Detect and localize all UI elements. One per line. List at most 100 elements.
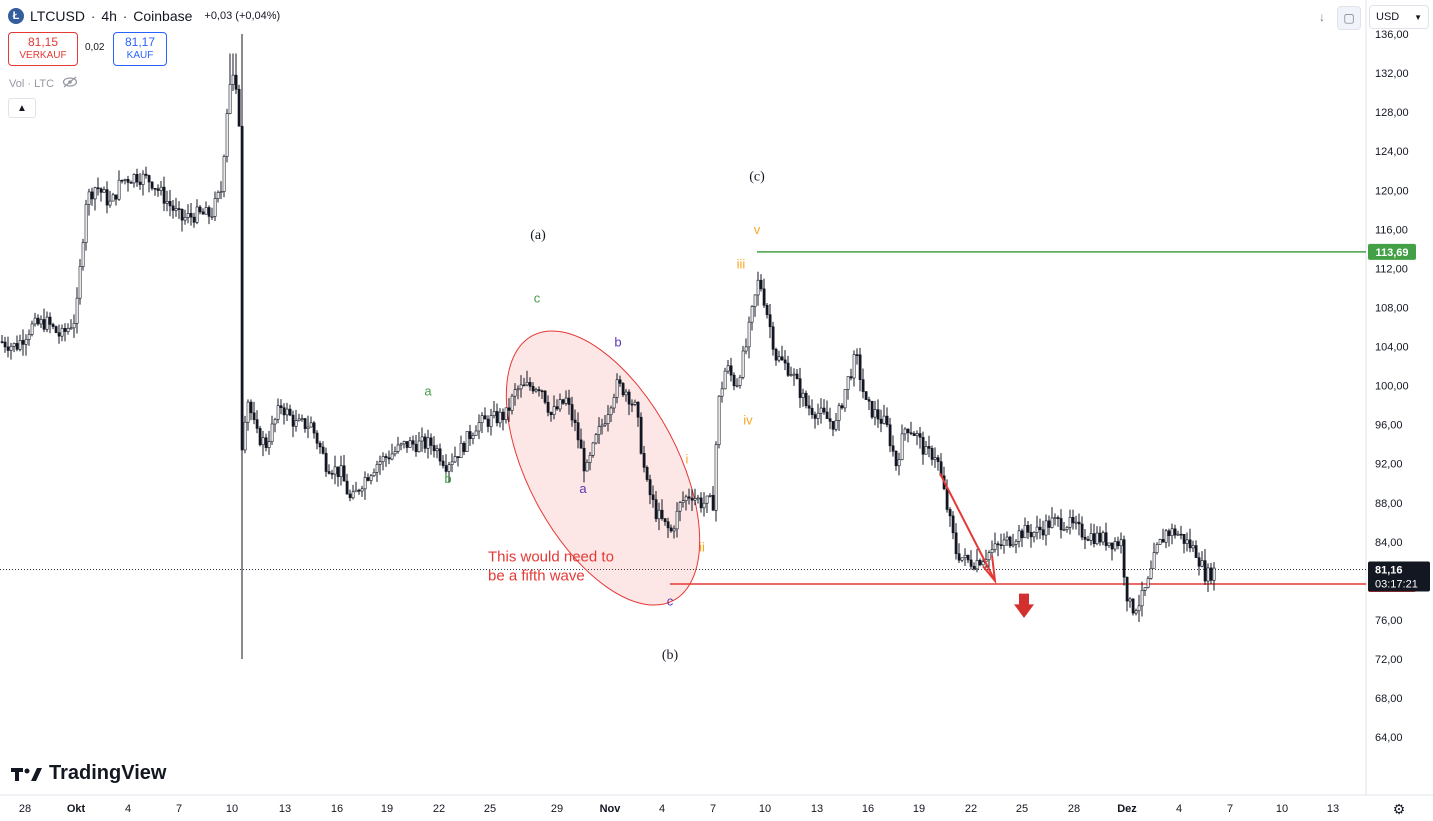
wave-label: (a) bbox=[530, 228, 546, 243]
time-tick-label: 13 bbox=[1327, 803, 1339, 815]
candle bbox=[585, 462, 589, 472]
candle bbox=[501, 411, 505, 421]
collapse-legend-button[interactable]: ▲ bbox=[8, 98, 36, 118]
candle bbox=[1068, 517, 1072, 528]
candle bbox=[45, 316, 49, 330]
buy-button[interactable]: 81,17 KAUF bbox=[113, 32, 167, 66]
candle bbox=[105, 189, 109, 206]
candle bbox=[957, 553, 961, 561]
candle bbox=[213, 198, 217, 217]
candle bbox=[1089, 533, 1093, 541]
currency-select[interactable]: USD ▼ bbox=[1369, 5, 1429, 29]
candle bbox=[174, 208, 178, 211]
price-tick-label: 92,00 bbox=[1375, 459, 1403, 471]
candle bbox=[849, 376, 853, 379]
candle bbox=[1155, 544, 1159, 553]
settings-gear-icon[interactable]: ⚙ bbox=[1392, 800, 1406, 817]
candle bbox=[969, 559, 973, 567]
tradingview-brand: TradingView bbox=[49, 762, 167, 784]
candle bbox=[549, 412, 553, 415]
sell-button[interactable]: 81,15 VERKAUF bbox=[8, 32, 78, 66]
candle bbox=[588, 455, 592, 463]
volume-indicator[interactable]: Vol · LTC bbox=[9, 76, 78, 91]
candle bbox=[147, 175, 151, 183]
candle bbox=[621, 383, 625, 396]
candle bbox=[207, 207, 211, 217]
price-tick-label: 116,00 bbox=[1375, 224, 1408, 236]
candle bbox=[630, 403, 634, 406]
candle bbox=[681, 500, 685, 503]
time-tick-label: 16 bbox=[331, 803, 343, 815]
tradingview-logo[interactable]: TradingView bbox=[11, 762, 166, 785]
price-tick-label: 128,00 bbox=[1375, 107, 1409, 119]
candle bbox=[198, 206, 202, 213]
candle bbox=[369, 475, 373, 481]
symbol-name[interactable]: LTCUSD bbox=[30, 8, 85, 24]
candle bbox=[690, 497, 694, 501]
time-tick-label: 13 bbox=[279, 803, 291, 815]
time-tick-label: 4 bbox=[125, 803, 131, 815]
candle bbox=[561, 399, 565, 404]
candle bbox=[579, 439, 583, 449]
wave-label: iii bbox=[737, 256, 746, 271]
candle bbox=[1083, 536, 1087, 540]
candle bbox=[78, 266, 82, 299]
trend-arrow-line[interactable] bbox=[939, 472, 996, 582]
candle bbox=[972, 566, 976, 570]
candle bbox=[342, 465, 346, 482]
candle bbox=[951, 515, 955, 534]
time-tick-label: 28 bbox=[1068, 803, 1080, 815]
candle bbox=[987, 552, 991, 561]
candle bbox=[627, 391, 631, 405]
candle bbox=[900, 433, 904, 460]
candle bbox=[1170, 528, 1174, 536]
candle bbox=[417, 440, 421, 453]
candle bbox=[351, 491, 355, 499]
candle bbox=[1020, 530, 1024, 539]
candle bbox=[273, 419, 277, 425]
time-tick-label: 10 bbox=[226, 803, 238, 815]
price-change: +0,03 (+0,04%) bbox=[204, 10, 281, 22]
candle bbox=[831, 421, 835, 430]
maximize-button[interactable]: ▢ bbox=[1337, 6, 1361, 30]
candle bbox=[177, 208, 181, 210]
candle bbox=[1137, 605, 1141, 612]
candle bbox=[1098, 532, 1102, 543]
interval[interactable]: 4h bbox=[101, 8, 117, 24]
candle bbox=[564, 397, 568, 404]
candle bbox=[54, 326, 58, 333]
eye-hidden-icon[interactable] bbox=[62, 76, 78, 91]
time-tick-label: 22 bbox=[433, 803, 445, 815]
current-price-label: 81,16 bbox=[1375, 565, 1403, 577]
price-tick-label: 100,00 bbox=[1375, 381, 1409, 393]
candle bbox=[408, 440, 412, 448]
price-tick-label: 136,00 bbox=[1375, 29, 1409, 41]
highlight-ellipse[interactable] bbox=[466, 300, 739, 635]
scroll-down-button[interactable]: ↓ bbox=[1311, 6, 1333, 28]
candle bbox=[1032, 531, 1036, 538]
time-tick-label: 4 bbox=[659, 803, 665, 815]
price-tick-label: 108,00 bbox=[1375, 302, 1409, 314]
candle bbox=[279, 405, 283, 408]
wave-label: c bbox=[667, 593, 674, 608]
candle bbox=[654, 499, 658, 520]
candle bbox=[303, 418, 307, 429]
candle bbox=[474, 430, 478, 436]
candle bbox=[1107, 542, 1111, 546]
wave-label: iv bbox=[743, 413, 753, 428]
trend-arrow-head bbox=[982, 555, 997, 585]
candle bbox=[573, 419, 577, 423]
candle bbox=[804, 392, 808, 407]
candle bbox=[927, 446, 931, 449]
price-tick-label: 88,00 bbox=[1375, 498, 1403, 510]
candle bbox=[60, 328, 64, 337]
exchange-name: Coinbase bbox=[133, 8, 193, 24]
price-tick-label: 112,00 bbox=[1375, 263, 1408, 275]
symbol-header[interactable]: Ł LTCUSD · 4h · Coinbase +0,03 (+0,04%) bbox=[8, 8, 280, 24]
candle bbox=[756, 279, 760, 296]
candle bbox=[1164, 530, 1168, 543]
candle bbox=[615, 379, 619, 398]
candle bbox=[597, 426, 601, 435]
candle bbox=[72, 323, 76, 329]
